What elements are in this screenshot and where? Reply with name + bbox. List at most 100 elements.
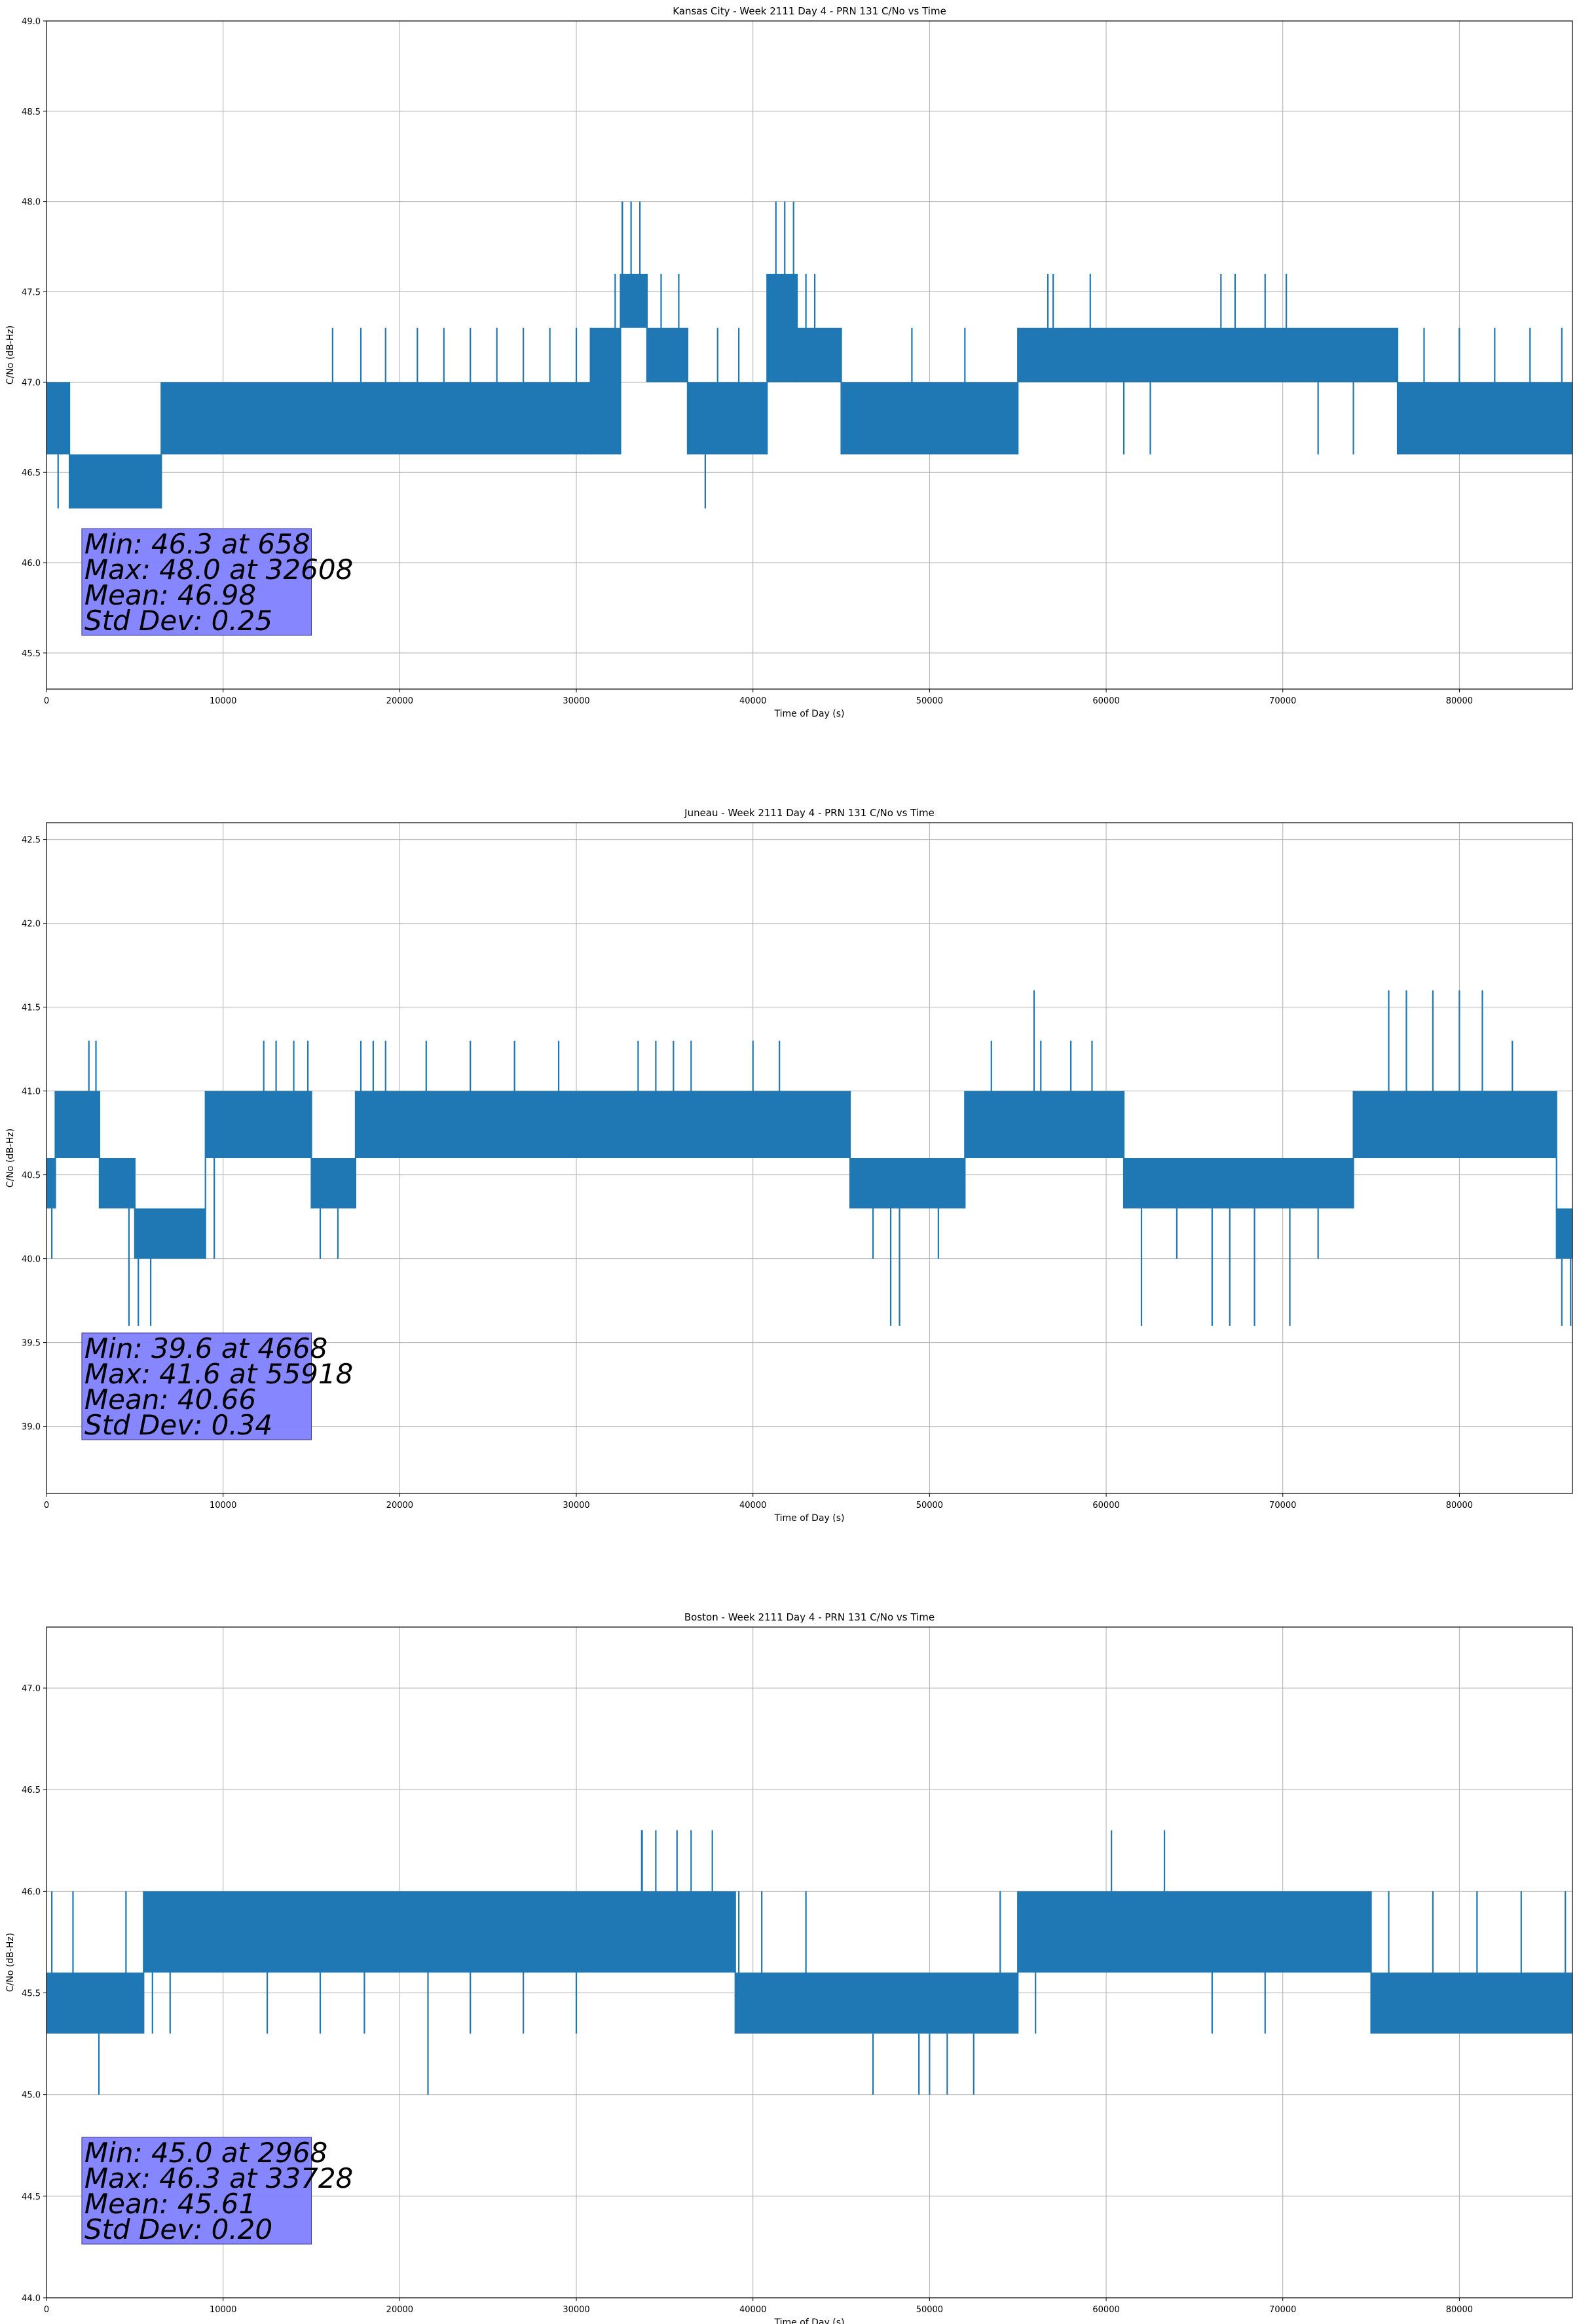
x-tick-label: 10000 [210,696,236,706]
stats-line: Max: 48.0 at 32608 [84,553,353,586]
y-tick-label: 45.0 [22,2091,41,2101]
y-tick-label: 46.5 [22,468,41,478]
x-tick-label: 80000 [1446,1501,1473,1510]
stats-line: Std Dev: 0.34 [84,1409,272,1441]
series-band [205,1091,312,1158]
series-band [841,382,1018,455]
x-tick-label: 10000 [210,2305,236,2315]
stats-line: Min: 45.0 at 2968 [84,2137,327,2169]
series-band [355,1091,851,1158]
x-tick-label: 80000 [1446,696,1473,706]
y-tick-label: 39.0 [22,1423,41,1433]
y-tick-label: 39.5 [22,1339,41,1349]
stats-line: Std Dev: 0.25 [84,605,272,637]
x-tick-label: 20000 [386,696,413,706]
series-band [1018,328,1398,383]
series-band [1371,1972,1572,2034]
series-band [965,1091,1124,1158]
stats-box [81,1332,312,1440]
x-tick-label: 50000 [916,1501,943,1510]
stats-line: Std Dev: 0.20 [84,2213,272,2245]
x-tick-label: 50000 [916,2305,943,2315]
y-tick-label: 46.5 [22,1786,41,1795]
series-band [311,1158,356,1209]
y-tick-label: 44.5 [22,2192,41,2202]
y-axis-label: C/No (dB-Hz) [5,1129,16,1188]
y-tick-label: 47.0 [22,1684,41,1694]
stats-box [81,2137,312,2245]
x-tick-label: 30000 [563,2305,589,2315]
x-tick-label: 20000 [386,2305,413,2315]
x-tick-label: 30000 [563,696,589,706]
x-axis-label: Time of Day (s) [774,1513,845,1524]
stats-box [81,528,312,636]
stats-line: Mean: 46.98 [84,579,256,611]
x-tick-label: 0 [44,2305,49,2315]
x-tick-label: 60000 [1092,696,1119,706]
stats-line: Min: 46.3 at 658 [84,528,310,560]
series-band [646,328,688,383]
y-tick-label: 47.0 [22,378,41,388]
y-tick-label: 45.5 [22,1989,41,1999]
series-band [767,273,798,383]
x-tick-label: 70000 [1269,1501,1296,1510]
y-tick-label: 46.0 [22,1887,41,1897]
y-axis-label: C/No (dB-Hz) [5,1933,16,1992]
x-tick-label: 40000 [739,2305,766,2315]
series-band [590,328,621,455]
series-band [99,1158,135,1209]
series-band [134,1208,206,1259]
series-band [46,1158,56,1209]
stats-line: Max: 41.6 at 55918 [84,1358,353,1390]
stats-line: Mean: 45.61 [84,2188,256,2220]
y-tick-label: 48.5 [22,107,41,117]
chart-title: Juneau - Week 2111 Day 4 - PRN 131 C/No … [684,807,935,819]
stats-line: Min: 39.6 at 4668 [84,1332,327,1364]
y-tick-label: 41.5 [22,1003,41,1013]
x-tick-label: 50000 [916,696,943,706]
series-band [620,273,647,328]
stats-line: Mean: 40.66 [84,1383,256,1415]
y-tick-label: 47.5 [22,288,41,298]
series-band [143,1891,735,1973]
x-tick-label: 40000 [739,696,766,706]
y-tick-label: 49.0 [22,17,41,27]
series-band [687,382,768,455]
y-tick-label: 41.0 [22,1087,41,1097]
y-tick-label: 40.0 [22,1255,41,1265]
series-band [55,1091,100,1158]
x-tick-label: 0 [44,696,49,706]
x-axis-label: Time of Day (s) [774,709,845,719]
series-band [161,382,591,455]
x-tick-label: 40000 [739,1501,766,1510]
y-tick-label: 46.0 [22,559,41,569]
chart-juneau: 0 10000 20000 30000 40000 50000 60000 70000 8000… [5,807,1573,1524]
stats-line: Max: 46.3 at 33728 [84,2162,353,2194]
x-tick-label: 60000 [1092,2305,1119,2315]
x-axis-label: Time of Day (s) [774,2317,845,2324]
x-tick-label: 20000 [386,1501,413,1510]
y-tick-label: 40.5 [22,1171,41,1181]
x-tick-label: 70000 [1269,2305,1296,2315]
x-tick-label: 10000 [210,1501,236,1510]
x-tick-label: 60000 [1092,1501,1119,1510]
series-band [850,1158,965,1209]
y-tick-label: 48.0 [22,198,41,208]
chart-title: Boston - Week 2111 Day 4 - PRN 131 C/No … [684,1611,935,1623]
series-band [1398,382,1572,455]
series-band [735,1972,1018,2034]
chart-kansas-city: 0 10000 20000 30000 40000 50000 60000 70000 8000… [5,5,1573,719]
y-tick-label: 44.0 [22,2294,41,2304]
y-tick-label: 45.5 [22,649,41,659]
chart-title: Kansas City - Week 2111 Day 4 - PRN 131 … [673,5,946,17]
series-band [46,382,70,455]
chart-boston: 0 10000 20000 30000 40000 50000 60000 70000 8000… [5,1611,1573,2324]
plot-frame [46,822,1573,1494]
series-band [69,454,162,509]
x-tick-label: 70000 [1269,696,1296,706]
plot-frame [46,1626,1573,2298]
x-tick-label: 80000 [1446,2305,1473,2315]
series-band [1018,1891,1371,1973]
y-tick-label: 42.0 [22,920,41,929]
